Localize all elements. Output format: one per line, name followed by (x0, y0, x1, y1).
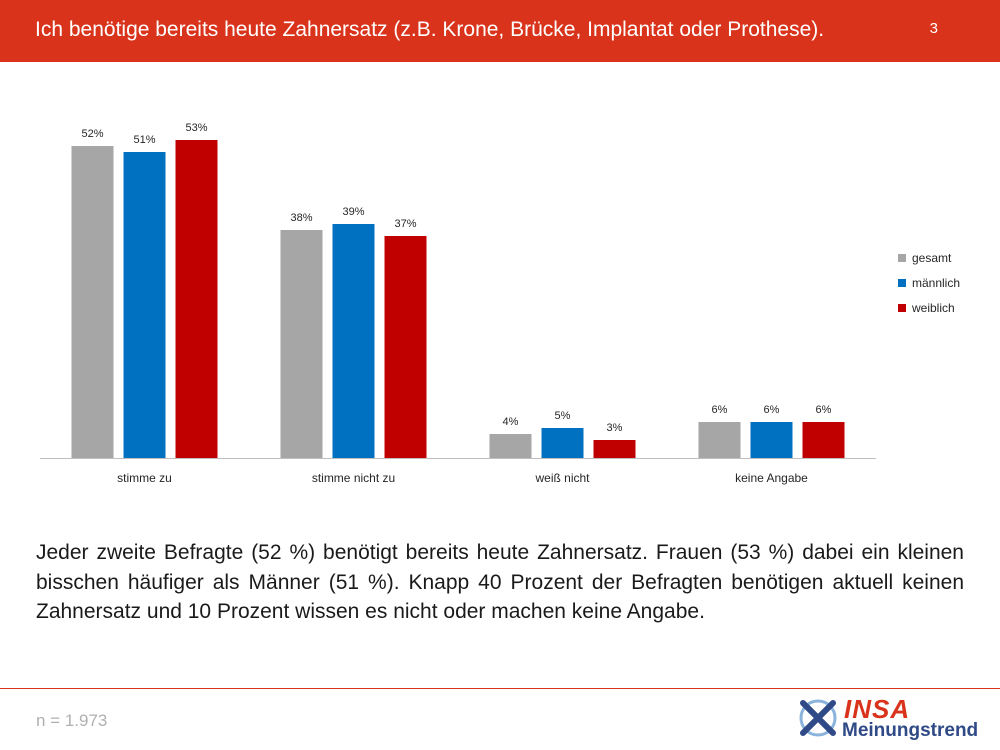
bar-gesamt (280, 230, 323, 458)
legend-swatch (898, 254, 906, 262)
data-label: 6% (764, 404, 780, 416)
bar-weiblich (175, 140, 218, 458)
bar-m-nnlich (332, 224, 375, 458)
data-label: 4% (503, 416, 519, 428)
data-label: 38% (290, 212, 312, 224)
logo-subtitle: Meinungstrend (842, 720, 979, 741)
summary-text: Jeder zweite Befragte (52 %) benötigt be… (36, 541, 964, 623)
insa-logo: INSA Meinungstrend (796, 694, 996, 746)
legend-swatch (898, 304, 906, 312)
data-label: 37% (394, 218, 416, 230)
legend-label: männlich (912, 276, 960, 290)
legend-label: gesamt (912, 251, 952, 265)
sample-size: n = 1.973 (36, 711, 108, 730)
bar-m-nnlich (123, 152, 166, 458)
data-label: 3% (607, 422, 623, 434)
bar-m-nnlich (750, 422, 793, 458)
data-label: 5% (555, 410, 571, 422)
header-bar: Ich benötige bereits heute Zahnersatz (z… (0, 0, 1000, 62)
bar-gesamt (489, 434, 532, 458)
bar-weiblich (593, 440, 636, 458)
page-number: 3 (929, 20, 938, 37)
data-label: 6% (816, 404, 832, 416)
bar-gesamt (71, 146, 114, 458)
data-label: 6% (712, 404, 728, 416)
category-tick-label: stimme nicht zu (312, 471, 395, 485)
bar-weiblich (384, 236, 427, 458)
bar-weiblich (802, 422, 845, 458)
data-label: 52% (81, 128, 103, 140)
data-label: 53% (185, 122, 207, 134)
data-label: 51% (133, 134, 155, 146)
data-label: 39% (342, 206, 364, 218)
logo-globe-icon (799, 699, 837, 737)
category-tick-label: weiß nicht (534, 471, 590, 485)
bar-gesamt (698, 422, 741, 458)
footer-divider (0, 688, 1000, 689)
page-title: Ich benötige bereits heute Zahnersatz (z… (35, 18, 825, 41)
logo-brand: INSA (844, 694, 911, 724)
category-tick-label: stimme zu (117, 471, 172, 485)
legend-swatch (898, 279, 906, 287)
legend-label: weiblich (911, 301, 955, 315)
bar-chart: 52% 51% 53% stimme zu 38% 39% 37% stimme nicht … (40, 122, 960, 485)
category-tick-label: keine Angabe (735, 471, 808, 485)
bar-m-nnlich (541, 428, 584, 458)
